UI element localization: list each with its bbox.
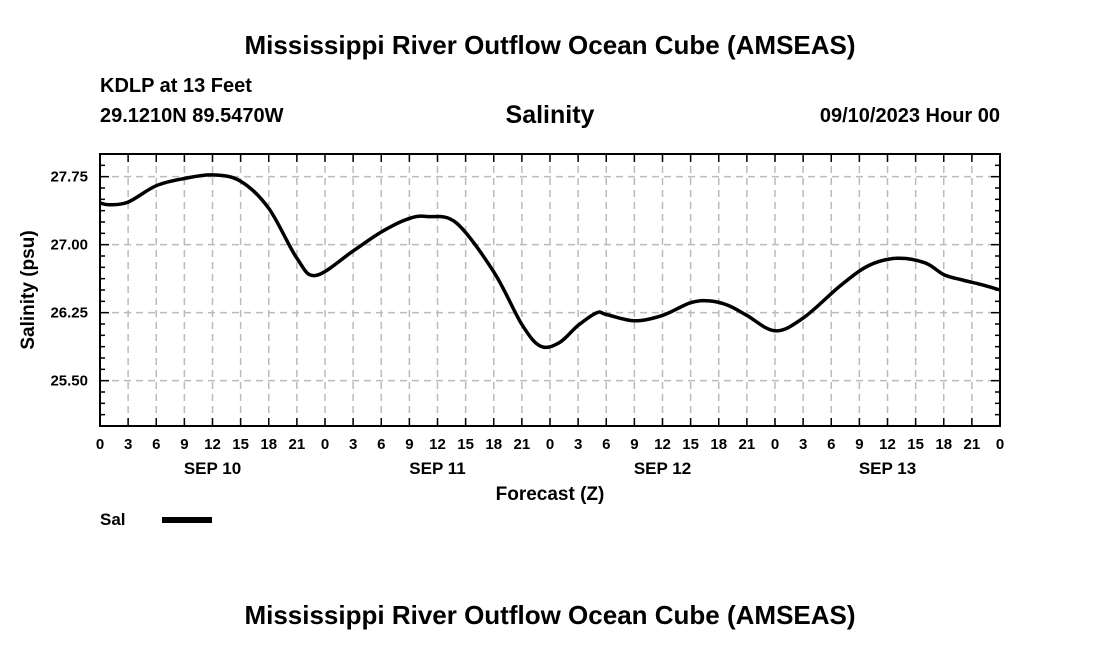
- series-line-sal: [99, 173, 1001, 350]
- x-tick-label: 21: [514, 436, 531, 453]
- x-tick-label: 6: [827, 436, 835, 453]
- x-tick-label: 3: [574, 436, 582, 453]
- x-tick-label: 12: [654, 436, 671, 453]
- x-tick-label: 9: [180, 436, 188, 453]
- x-tick-label: 0: [321, 436, 329, 453]
- x-axis-label: Forecast (Z): [496, 484, 605, 505]
- day-label: SEP 10: [184, 459, 241, 478]
- day-label: SEP 13: [859, 459, 916, 478]
- x-tick-label: 18: [485, 436, 502, 453]
- footer-title: Mississippi River Outflow Ocean Cube (AM…: [244, 600, 856, 630]
- x-tick-label: 0: [546, 436, 554, 453]
- day-label: SEP 11: [409, 459, 465, 478]
- x-tick-label: 3: [349, 436, 357, 453]
- x-tick-label: 9: [630, 436, 638, 453]
- x-tick-label: 0: [96, 436, 104, 453]
- x-tick-label: 21: [739, 436, 756, 453]
- x-tick-label: 0: [771, 436, 779, 453]
- station-label: KDLP at 13 Feet: [100, 75, 252, 97]
- x-tick-label: 6: [152, 436, 160, 453]
- x-tick-label: 9: [405, 436, 413, 453]
- page-title: Mississippi River Outflow Ocean Cube (AM…: [244, 30, 856, 60]
- chart-title: Salinity: [505, 101, 595, 129]
- x-tick-label: 6: [377, 436, 385, 453]
- y-tick-label: 27.00: [50, 237, 88, 254]
- y-axis-label: Salinity (psu): [18, 230, 39, 349]
- x-tick-label: 3: [799, 436, 807, 453]
- day-label: SEP 12: [634, 459, 691, 478]
- x-tick-label: 15: [457, 436, 474, 453]
- legend-label: Sal: [100, 510, 126, 529]
- x-tick-label: 3: [124, 436, 132, 453]
- x-tick-label: 15: [232, 436, 249, 453]
- coordinates-label: 29.1210N 89.5470W: [100, 105, 284, 127]
- x-tick-label: 15: [907, 436, 924, 453]
- x-tick-label: 12: [879, 436, 896, 453]
- x-tick-label: 12: [204, 436, 221, 453]
- x-tick-label: 18: [710, 436, 727, 453]
- x-tick-label: 15: [682, 436, 699, 453]
- y-tick-label: 25.50: [50, 373, 88, 390]
- x-tick-label: 18: [260, 436, 277, 453]
- x-tick-label: 0: [996, 436, 1004, 453]
- x-tick-label: 21: [289, 436, 306, 453]
- y-tick-label: 27.75: [50, 169, 88, 186]
- x-tick-label: 9: [855, 436, 863, 453]
- x-tick-label: 6: [602, 436, 610, 453]
- legend-swatch: [162, 517, 212, 523]
- datetime-label: 09/10/2023 Hour 00: [819, 105, 1000, 127]
- y-tick-label: 26.25: [50, 305, 88, 322]
- x-tick-label: 21: [964, 436, 981, 453]
- x-tick-label: 12: [429, 436, 446, 453]
- x-tick-label: 18: [935, 436, 952, 453]
